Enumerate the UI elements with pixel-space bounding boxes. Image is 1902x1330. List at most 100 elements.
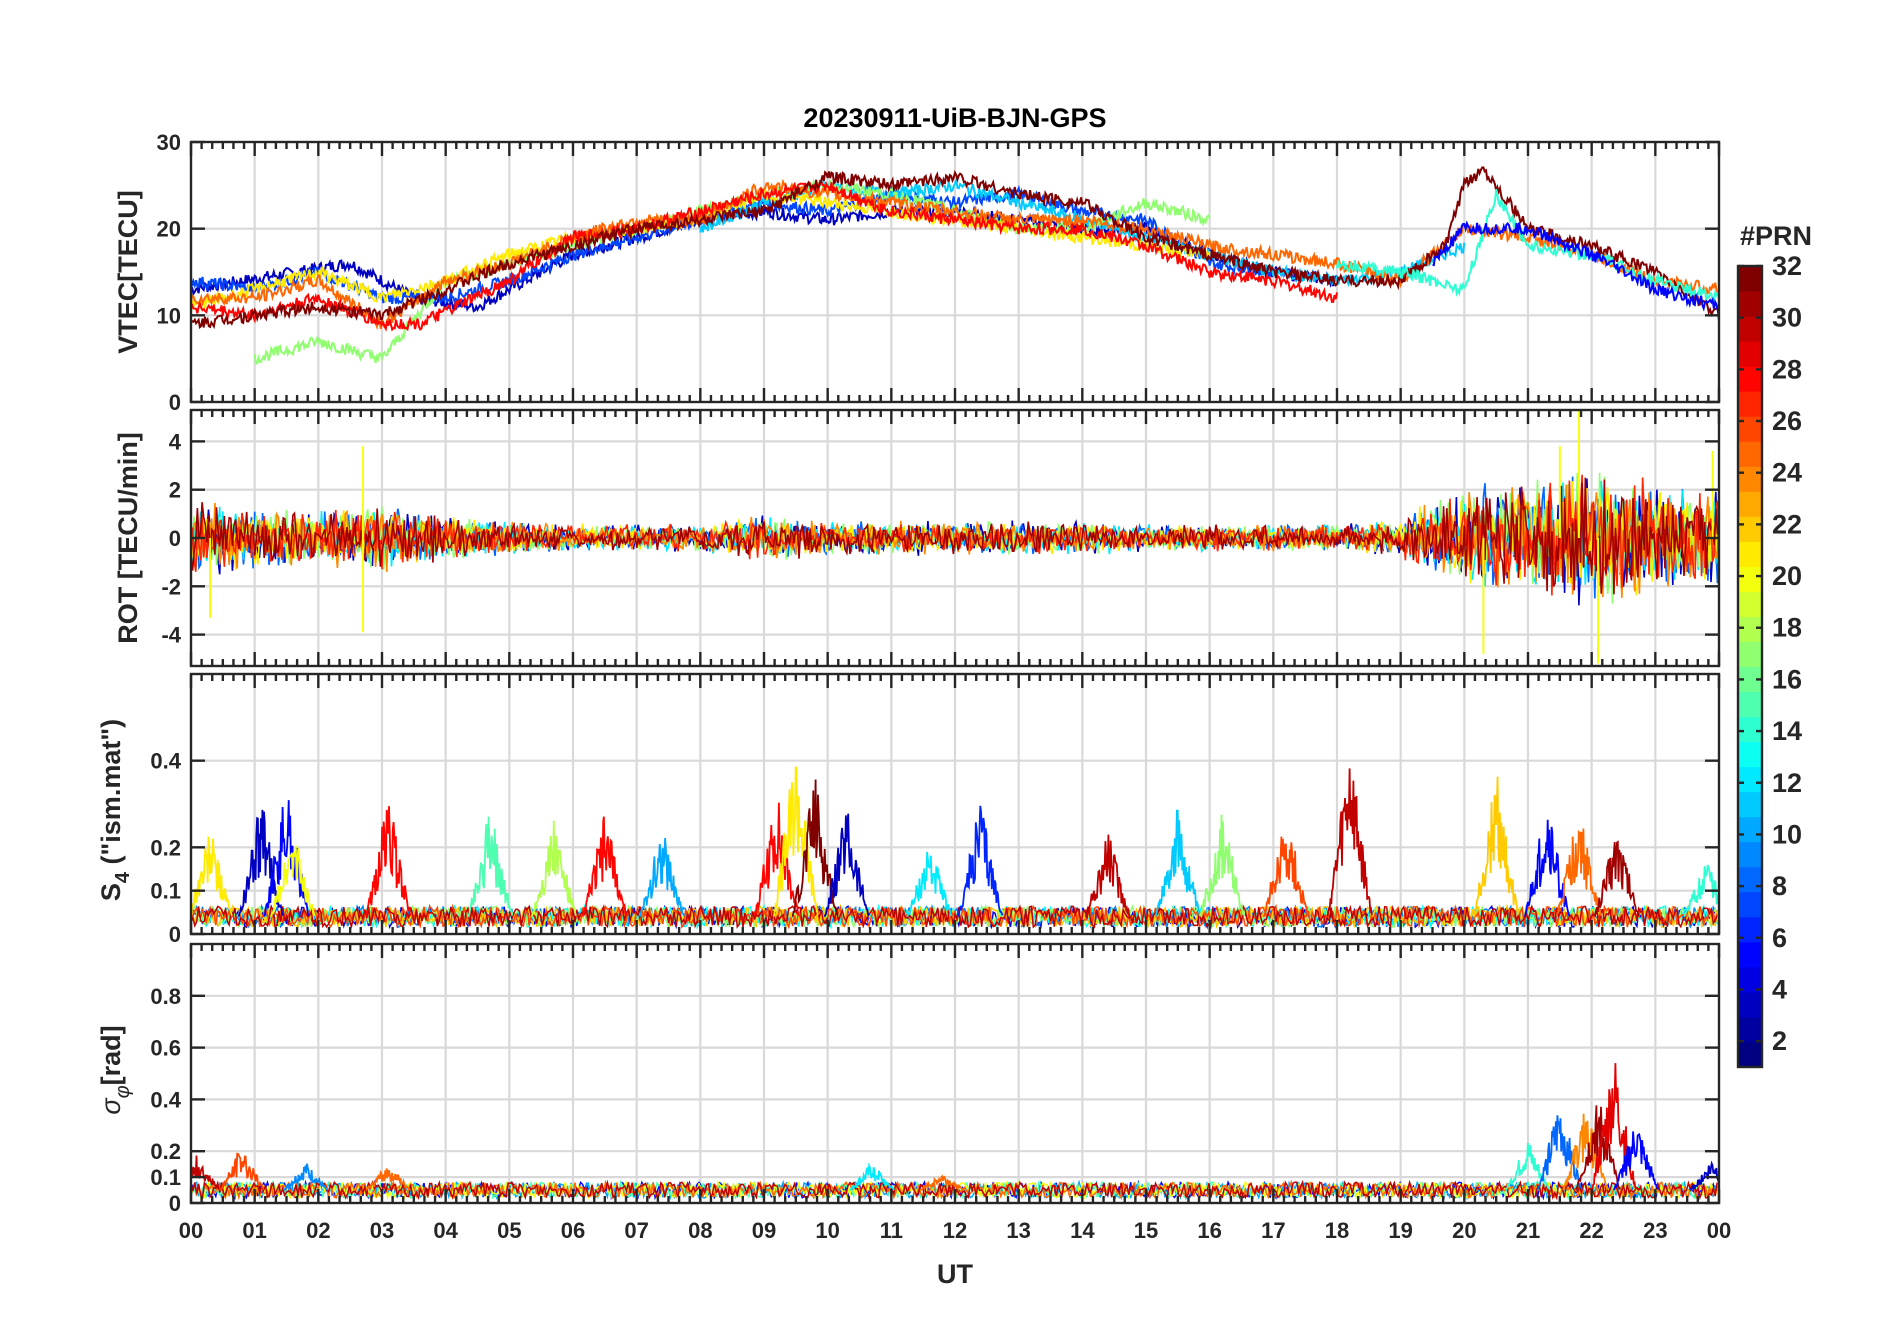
y-tick-label: 0.6 [150,1036,181,1061]
colorbar-tick-label: 26 [1772,406,1802,436]
rot-series-line [191,481,1719,597]
vtec-series-line [191,166,1719,330]
colorbar-swatch [1738,691,1762,718]
y-tick-label: 10 [157,303,181,328]
colorbar-swatch [1738,991,1762,1018]
y-tick-label: -4 [161,623,181,648]
x-tick-label: 13 [1006,1218,1030,1243]
burst-series-line [1593,840,1640,917]
vtec-series-line [1432,220,1719,312]
burst-series-line [237,809,284,917]
burst-series-line [772,766,819,917]
x-tick-label: 20 [1452,1218,1476,1243]
x-tick-label: 17 [1261,1218,1285,1243]
y-tick-label: 0.1 [150,1165,181,1190]
burst-series-line [919,1174,965,1192]
burst-series-line [753,802,800,917]
x-tick-label: 14 [1070,1218,1095,1243]
x-tick-label: 19 [1388,1218,1412,1243]
colorbar-swatch [1738,491,1762,517]
burst-series-line [467,816,514,918]
x-tick-label: 16 [1197,1218,1221,1243]
burst-series-line [639,837,686,917]
x-tick-label: 11 [880,1218,903,1243]
panel-rot: -4 -2 0 2 4 ROT [TECU/min] [113,408,1721,668]
burst-series-line [957,805,1004,917]
x-tick-label: 10 [815,1218,839,1243]
burst-series-line [269,845,316,918]
x-tick-labels: 00 01 02 03 04 05 06 07 08 09 10 11 12 13 14 15 16 17 18 19… [179,1218,1731,1243]
colorbar-swatch [1738,866,1762,893]
colorbar-swatch [1738,891,1762,918]
burst-series-line [1473,776,1519,917]
panel-s4-ticks: 0 0.1 0.2 0.4 [150,674,1721,947]
burst-series-line [1154,809,1201,917]
colorbar-tick-label: 28 [1772,354,1802,384]
rot-series-line [191,474,1719,596]
panel-vtec-series [191,166,1719,365]
panel-rot-series [191,410,1719,664]
panel-s4-ylabel: S4 ("ism.mat") [96,719,134,901]
burst-series-line [1199,814,1246,917]
x-tick-label: 00 [179,1218,203,1243]
x-tick-label: 07 [624,1218,648,1243]
x-tick-label: 00 [1707,1218,1731,1243]
baseline-series-line [191,903,1718,930]
x-tick-label: 02 [306,1218,330,1243]
x-tick-label: 01 [242,1218,266,1243]
burst-series-line [1326,768,1373,917]
panel-sigma-phi-ylabel-rest: [rad] [96,1025,126,1085]
colorbar-tick-label: 6 [1772,923,1787,953]
colorbar-title: #PRN [1740,221,1812,251]
x-tick-label: 15 [1134,1218,1158,1243]
burst-series-line [530,820,577,917]
burst-series-line [1575,1105,1621,1191]
colorbar-tick-label: 16 [1772,664,1802,694]
x-tick-label: 21 [1516,1218,1540,1243]
x-tick-label: 03 [370,1218,394,1243]
panel-rot-ylabel: ROT [TECU/min] [113,432,143,643]
panel-s4-ylabel-rest: ("ism.mat") [96,719,126,872]
burst-series-line [365,806,412,917]
x-axis-label: UT [937,1259,973,1289]
colorbar-tick-label: 20 [1772,561,1802,591]
colorbar-tick-label: 12 [1772,768,1802,798]
rot-series-line [191,477,1719,595]
colorbar-swatch [1738,816,1762,843]
y-tick-label: -2 [161,574,181,599]
panel-sigma-phi: 00.10.2 0.4 0.6 0.8 σφ[rad] [96,942,1721,1216]
panel-vtec: 0 10 20 30 VTEC[TECU] [113,130,1721,415]
x-tick-label: 22 [1579,1218,1603,1243]
burst-series-line [823,813,870,918]
burst-series-line [581,816,628,917]
burst-series-line [1536,1115,1583,1191]
colorbar-tick-label: 10 [1772,819,1802,849]
burst-series-line [1084,834,1131,918]
colorbar-tick-label: 14 [1772,716,1802,746]
panel-rot-frame [189,408,1721,668]
panel-s4-frame [189,672,1721,936]
y-tick-label: 0 [169,1191,181,1216]
colorbar-tick-label: 4 [1772,974,1787,1004]
x-tick-label: 12 [943,1218,967,1243]
burst-series-line [1613,1131,1660,1191]
x-tick-label: 05 [497,1218,521,1243]
burst-series-line [282,1163,328,1191]
colorbar-swatch [1738,741,1762,768]
y-tick-label: 0.1 [150,879,181,904]
colorbar-tick-label: 22 [1772,509,1802,539]
panel-sigma-phi-frame [189,942,1721,1205]
panel-s4: 0 0.1 0.2 0.4 S4 ("ism.mat") [96,672,1721,947]
colorbar-tick-label: 2 [1772,1026,1787,1056]
y-tick-label: 0.2 [150,1139,181,1164]
y-tick-label: 0 [169,390,181,415]
vtec-series-line [191,179,1338,332]
y-tick-label: 2 [169,478,181,503]
chart-title: 20230911-UiB-BJN-GPS [803,103,1106,133]
panel-sigma-phi-ylabel-main: σ [96,1097,126,1115]
x-tick-label: 08 [688,1218,712,1243]
colorbar-swatch [1738,391,1762,417]
colorbar-swatch [1738,841,1762,868]
colorbar-gradient [1738,266,1762,1068]
